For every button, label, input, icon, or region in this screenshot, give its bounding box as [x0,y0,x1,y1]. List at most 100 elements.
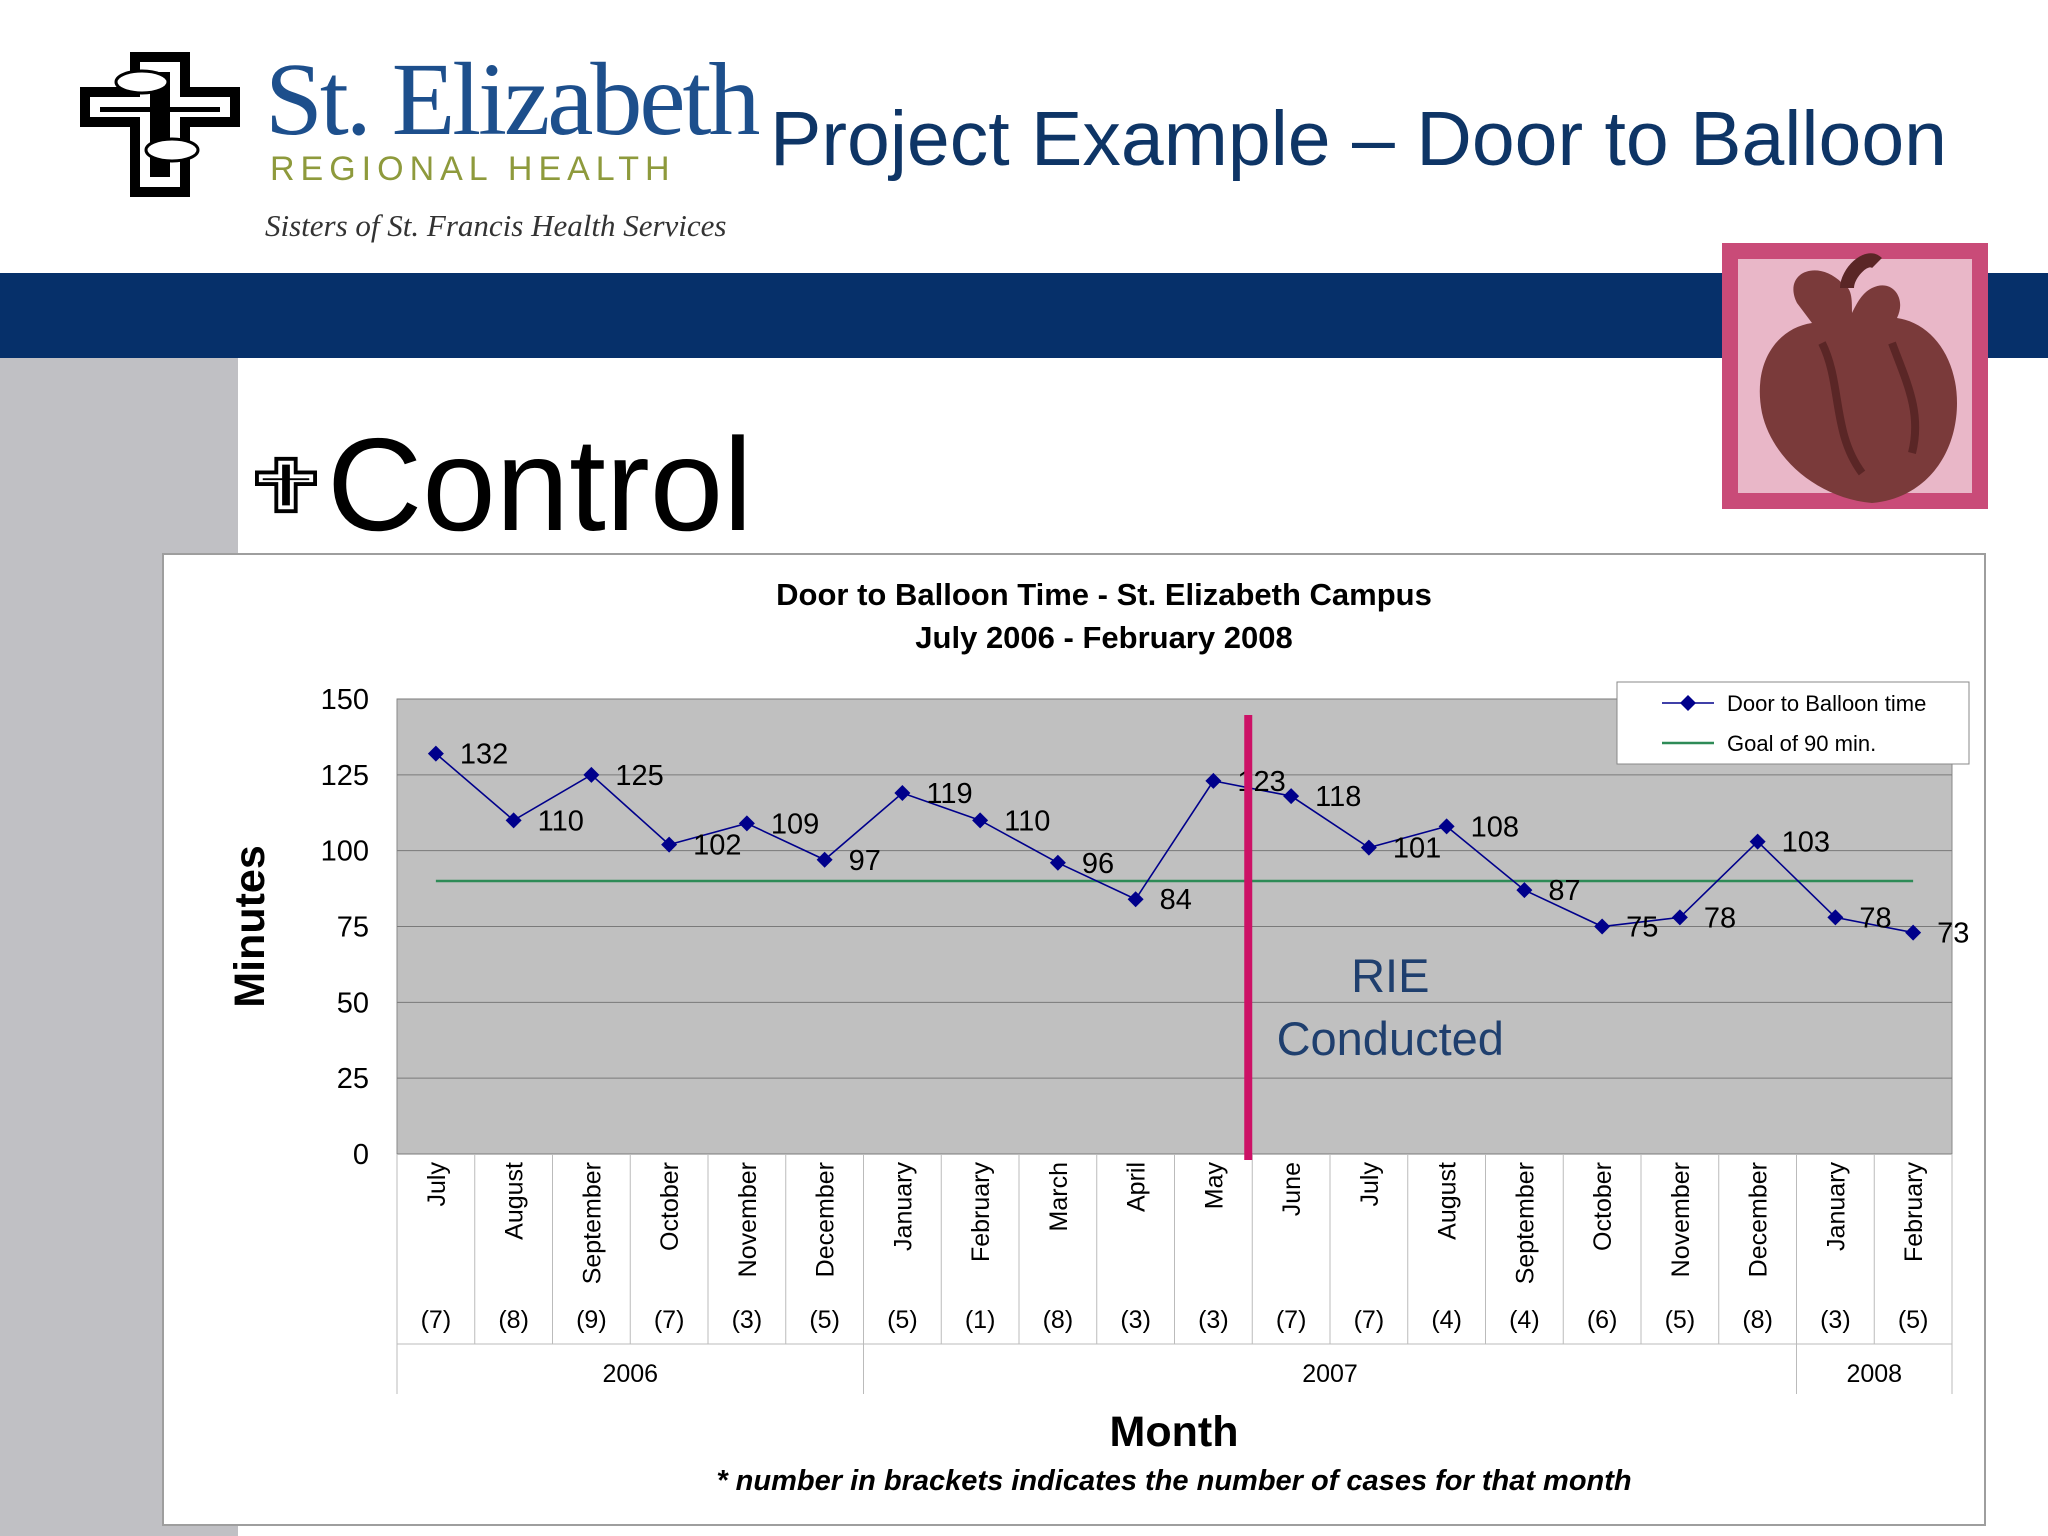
data-point-marker [1205,772,1222,789]
series-line [435,752,1914,934]
section-heading-text: Control [327,411,753,558]
case-count-label: (3) [732,1306,763,1334]
organization-logo: St. Elizabeth REGIONAL HEALTH Sisters of… [80,40,760,255]
data-point-marker [1594,918,1611,935]
data-label: 78 [1859,902,1891,934]
x-tick-label: October [656,1162,684,1251]
x-tick-label: July [1356,1162,1384,1207]
x-tick-label: September [1511,1162,1539,1284]
data-point-marker [1283,788,1300,805]
cross-bullet-icon [255,456,317,514]
chart-title: Door to Balloon Time - St. Elizabeth Cam… [776,577,1432,612]
x-tick-label: August [501,1162,529,1240]
data-label: 108 [1471,811,1519,843]
data-point-marker [1516,882,1533,899]
data-label: 96 [1082,848,1114,880]
case-count-label: (8) [498,1306,529,1334]
data-point-marker [894,785,911,802]
y-tick-label: 75 [337,912,369,944]
y-tick-label: 150 [321,684,369,716]
case-count-label: (5) [809,1306,840,1334]
x-tick-label: December [812,1162,840,1277]
data-label: 132 [460,739,508,771]
x-axis-label: Month [1110,1408,1239,1456]
legend-series-marker [1680,695,1696,711]
legend-goal-label: Goal of 90 min. [1727,731,1876,756]
year-label: 2008 [1846,1360,1902,1388]
x-tick-label: February [967,1162,995,1263]
data-point-marker [583,766,600,783]
data-point-marker [1749,833,1766,850]
case-count-label: (7) [654,1306,685,1334]
data-point-marker [1671,909,1688,926]
data-point-marker [427,745,444,762]
data-point-marker [738,815,755,832]
case-count-label: (4) [1431,1306,1462,1334]
y-tick-label: 100 [321,836,369,868]
section-heading: Control [255,415,753,555]
case-count-label: (8) [1043,1306,1074,1334]
data-point-marker [972,812,989,829]
x-tick-label: February [1900,1162,1928,1263]
case-count-label: (5) [887,1306,918,1334]
data-label: 109 [771,808,819,840]
data-label: 110 [1004,805,1050,837]
data-point-marker [505,812,522,829]
data-label: 118 [1315,781,1361,813]
annotation-conducted: Conducted [1277,1012,1504,1065]
y-tick-label: 25 [337,1063,369,1095]
case-count-label: (7) [1276,1306,1307,1334]
data-label: 75 [1626,912,1658,944]
data-point-marker [1049,854,1066,871]
chart-subtitle: July 2006 - February 2008 [915,620,1292,655]
year-label: 2006 [602,1360,658,1388]
data-label: 102 [693,830,741,862]
y-tick-label: 0 [353,1139,369,1171]
case-count-label: (9) [576,1306,607,1334]
y-axis-label: Minutes [226,845,274,1007]
case-count-label: (1) [965,1306,996,1334]
x-tick-label: November [1667,1162,1695,1277]
case-count-label: (8) [1742,1306,1773,1334]
data-label: 119 [926,778,972,810]
data-label: 73 [1937,918,1969,950]
x-tick-label: January [889,1162,917,1251]
x-tick-label: December [1745,1162,1773,1277]
data-point-marker [1360,839,1377,856]
case-count-label: (3) [1820,1306,1851,1334]
data-label: 87 [1548,875,1580,907]
case-count-label: (5) [1898,1306,1929,1334]
y-tick-label: 125 [321,760,369,792]
y-tick-label: 50 [337,987,369,1019]
chart-panel: 0 25 50 75 100 125 150 July (7) August (8) Septembe… [162,553,1986,1526]
x-tick-label: June [1278,1162,1306,1216]
case-count-label: (4) [1509,1306,1540,1334]
data-label: 103 [1782,827,1830,859]
data-point-marker [1905,924,1922,941]
x-tick-label: August [1434,1162,1462,1240]
case-count-label: (5) [1665,1306,1696,1334]
logo-tagline: Sisters of St. Francis Health Services [265,208,727,243]
header-band [0,273,2048,358]
x-tick-label: September [578,1162,606,1284]
heart-icon [1738,253,1972,503]
annotation-rie: RIE [1351,949,1429,1002]
x-tick-label: July [423,1162,451,1207]
data-label: 97 [849,845,881,877]
slide-title: Project Example – Door to Balloon [770,96,1947,182]
x-tick-label: October [1589,1162,1617,1251]
heart-picture-frame [1722,243,1988,509]
year-label: 2007 [1302,1360,1358,1388]
data-label: 78 [1704,902,1736,934]
data-point-marker [1827,909,1844,926]
data-label: 110 [538,805,584,837]
logo-subtitle: REGIONAL HEALTH [270,150,676,188]
data-label: 84 [1160,884,1192,916]
door-to-balloon-chart: 0 25 50 75 100 125 150 July (7) August (8) Septembe… [226,577,1970,1497]
data-point-marker [1127,891,1144,908]
legend-box [1616,681,1970,765]
x-tick-label: May [1200,1162,1228,1210]
data-label: 125 [615,760,663,792]
x-tick-label: March [1045,1162,1073,1231]
case-count-label: (7) [421,1306,452,1334]
